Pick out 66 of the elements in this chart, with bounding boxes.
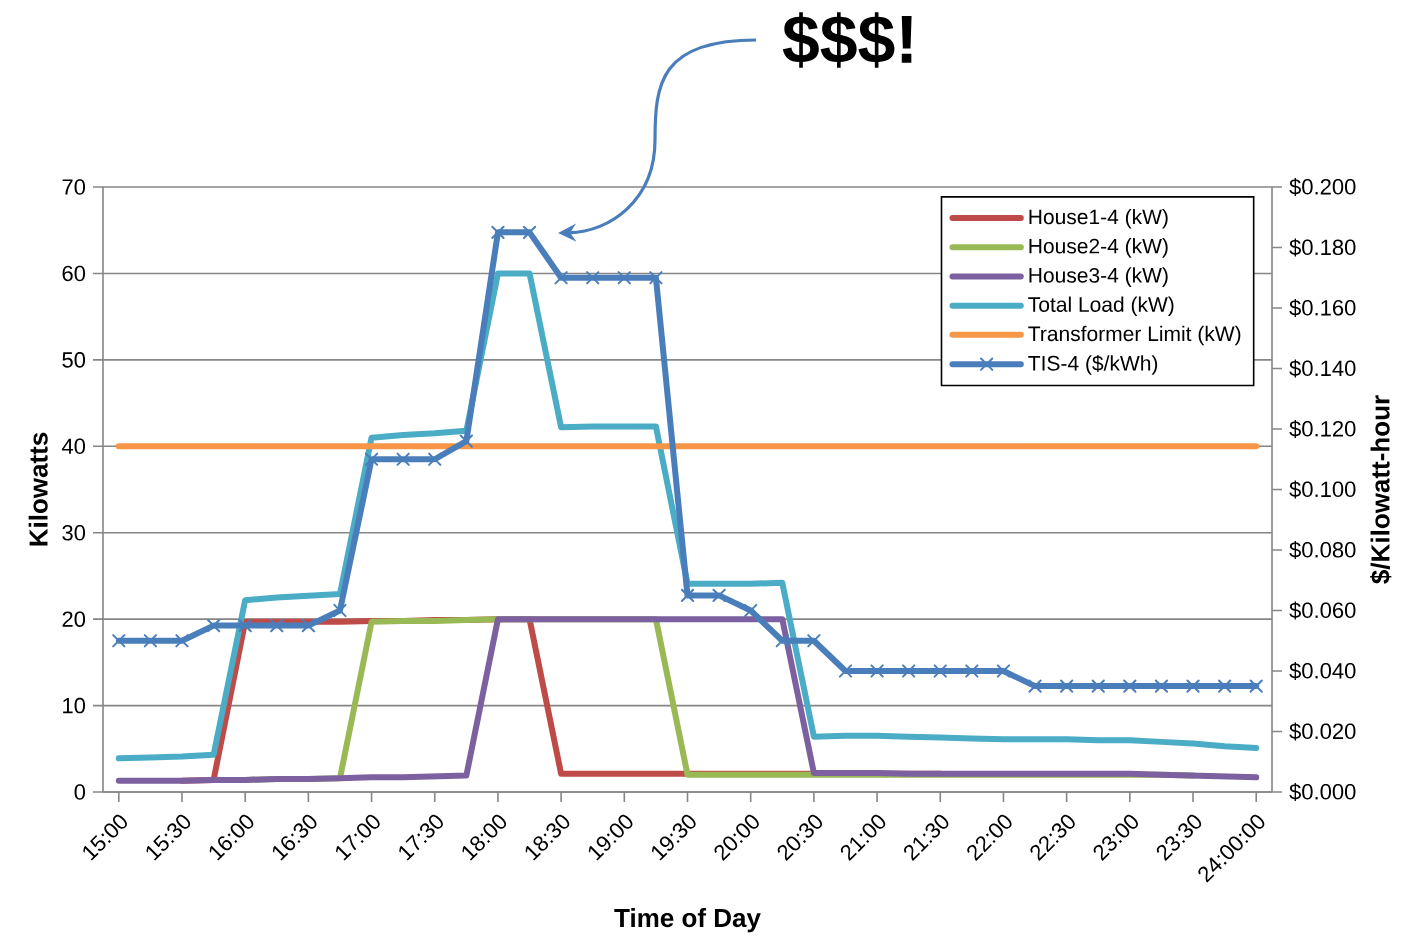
point — [744, 603, 758, 618]
point — [870, 664, 884, 678]
point — [396, 452, 410, 466]
point — [364, 452, 379, 466]
legend-label: House1-4 (kW) — [1029, 208, 1168, 229]
x-axis-title: Time of Day — [614, 908, 761, 933]
point — [775, 634, 789, 648]
legend-label: House3-4 (kW) — [1029, 267, 1168, 287]
text: $$$! — [782, 12, 912, 68]
y2-tick-label: $0.000 — [1289, 783, 1356, 801]
point — [333, 603, 347, 618]
point — [206, 618, 221, 633]
point — [143, 634, 158, 648]
point — [680, 588, 695, 603]
point — [112, 634, 126, 648]
point — [712, 588, 726, 603]
y2-tick-label: $0.060 — [1289, 601, 1356, 620]
point — [1154, 679, 1169, 693]
point — [996, 664, 1011, 678]
point — [428, 452, 442, 466]
y-tick-label: 50 — [62, 352, 86, 368]
point — [649, 271, 663, 285]
y2-tick-label: $0.180 — [1289, 238, 1356, 257]
point — [1186, 679, 1200, 693]
point — [554, 271, 568, 285]
legend-label: House2-4 (kW) — [1029, 238, 1168, 258]
y2-tick-label: $0.120 — [1289, 420, 1356, 438]
y-tick-label: 60 — [62, 265, 86, 282]
point — [459, 434, 473, 448]
point — [1059, 679, 1074, 693]
point — [301, 618, 316, 633]
y-tick-label: 20 — [62, 611, 86, 627]
y-axis-title: Kilowatts — [28, 432, 48, 546]
y2-axis-title: $/Kilowatt-hour — [1370, 395, 1392, 584]
point — [965, 664, 979, 678]
legend-label: TIS-4 ($/kWh) — [1028, 354, 1158, 375]
point — [175, 634, 189, 648]
legend-label: Transformer Limit (kW) — [1028, 325, 1241, 346]
y-tick-label: 40 — [61, 438, 86, 455]
point — [838, 664, 853, 678]
y-tick-label: 70 — [62, 179, 86, 195]
point — [1123, 679, 1137, 693]
point — [902, 664, 916, 678]
point — [807, 634, 821, 648]
point — [586, 271, 600, 285]
point — [270, 618, 284, 633]
y-tick-label: 10 — [63, 697, 86, 714]
y2-tick-label: $0.160 — [1289, 299, 1356, 317]
point — [1028, 679, 1042, 693]
y2-tick-label: $0.100 — [1289, 480, 1356, 499]
point — [1249, 679, 1263, 693]
y2-tick-label: $0.040 — [1289, 662, 1356, 680]
legend-label: Total Load (kW) — [1028, 296, 1174, 317]
point — [522, 225, 537, 240]
point — [1091, 679, 1105, 693]
point — [238, 618, 252, 633]
point — [491, 225, 505, 240]
point — [1217, 679, 1232, 693]
y2-tick-label: $0.020 — [1289, 722, 1356, 741]
point — [617, 271, 631, 285]
point — [933, 664, 947, 678]
y-tick-label: 0 — [74, 784, 86, 800]
y-tick-label: 30 — [62, 524, 86, 541]
y2-tick-label: $0.080 — [1289, 541, 1356, 559]
y2-tick-label: $0.140 — [1289, 359, 1356, 378]
y2-tick-label: $0.200 — [1289, 178, 1356, 196]
